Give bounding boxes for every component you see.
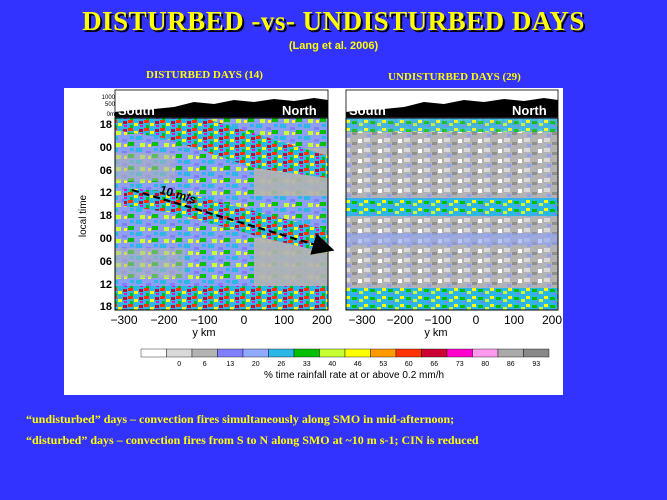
colorbar-swatch [293, 348, 320, 358]
terrain-profile-right [345, 89, 559, 118]
elev-tick-500: 500 [105, 102, 116, 108]
colorbar-swatch [191, 348, 218, 358]
colorbar-tick: 20 [252, 361, 260, 368]
x-tick-label: 200 [542, 313, 562, 327]
north-label-right: North [512, 103, 547, 118]
colorbar-swatch [344, 348, 371, 358]
colorbar-swatch [140, 348, 167, 358]
colorbar-tick: 53 [379, 361, 387, 368]
colorbar-tick: 86 [507, 361, 515, 368]
colorbar-swatch [497, 348, 524, 358]
y-tick-label: 12 [100, 279, 112, 291]
colorbar-swatch [446, 348, 473, 358]
south-label-right: South [349, 103, 386, 118]
x-tick-label: 100 [274, 313, 294, 327]
colorbar-swatch [421, 348, 448, 358]
south-label-left: South [118, 103, 155, 118]
caption-undisturbed: “undisturbed” days – convection fires si… [26, 412, 455, 426]
x-tick-label: −100 [190, 313, 217, 327]
colorbar-tick: 6 [203, 361, 207, 368]
colorbar-swatch [472, 348, 499, 358]
x-tick-label: −100 [424, 313, 451, 327]
x-tick-label: −300 [348, 313, 375, 327]
colorbar-swatch [370, 348, 397, 358]
y-tick-label: 06 [100, 256, 112, 268]
y-tick-label: 12 [100, 187, 112, 199]
colorbar [140, 348, 550, 358]
x-axis-label-right: y km [424, 327, 447, 339]
north-label-left: North [282, 103, 317, 118]
colorbar-tick: 13 [226, 361, 234, 368]
colorbar-tick: 93 [532, 361, 540, 368]
caption-disturbed: “disturbed” days – convection fires from… [26, 433, 479, 447]
y-axis-label: local time [78, 194, 89, 237]
x-tick-label: −200 [386, 313, 413, 327]
colorbar-swatch [217, 348, 244, 358]
colorbar-swatch [319, 348, 346, 358]
undisturbed-days-title: UNDISTURBED DAYS (29) [388, 71, 521, 83]
propagation-arrow [131, 188, 335, 255]
colorbar-swatch [268, 348, 295, 358]
y-tick-label: 18 [100, 119, 112, 131]
colorbar-tick: 73 [456, 361, 464, 368]
colorbar-tick: 60 [405, 361, 413, 368]
colorbar-tick: 0 [177, 361, 181, 368]
x-tick-label: 200 [312, 313, 332, 327]
y-tick-label: 00 [100, 142, 112, 154]
elev-tick-1000: 1000 [102, 95, 116, 101]
y-tick-label: 00 [100, 233, 112, 245]
hovmoller-plot: 1000 500 0m South North South North 10 m… [78, 89, 562, 381]
colorbar-label: % time rainfall rate at or above 0.2 mm/… [264, 370, 444, 381]
colorbar-swatch [166, 348, 193, 358]
colorbar-tick: 40 [328, 361, 336, 368]
colorbar-tick: 33 [303, 361, 311, 368]
citation: (Lang et al. 2006) [288, 40, 379, 52]
elev-tick-0: 0m [107, 112, 115, 118]
hovmoller-figure: 1000 500 0m South North South North 10 m… [64, 88, 563, 395]
colorbar-swatch [395, 348, 422, 358]
y-tick-label: 18 [100, 210, 112, 222]
x-axis-label-left: y km [192, 327, 215, 339]
x-tick-label: 0 [241, 313, 248, 327]
undisturbed-hovmoller-panel [346, 118, 558, 310]
colorbar-tick: 46 [354, 361, 362, 368]
colorbar-tick: 80 [481, 361, 489, 368]
disturbed-days-title: DISTURBED DAYS (14) [146, 69, 263, 81]
colorbar-swatch [242, 348, 269, 358]
colorbar-swatch [523, 348, 550, 358]
colorbar-tick: 26 [277, 361, 285, 368]
x-tick-label: −300 [110, 313, 137, 327]
disturbed-hovmoller-panel [115, 118, 328, 310]
y-tick-label: 06 [100, 165, 112, 177]
colorbar-tick: 66 [430, 361, 438, 368]
terrain-profile-left [114, 89, 329, 118]
x-tick-label: 0 [473, 313, 480, 327]
slide-title: DISTURBED -vs- UNDISTURBED DAYS [82, 6, 585, 36]
x-tick-label: 100 [504, 313, 524, 327]
y-tick-label: 18 [100, 301, 112, 313]
x-tick-label: −200 [150, 313, 177, 327]
